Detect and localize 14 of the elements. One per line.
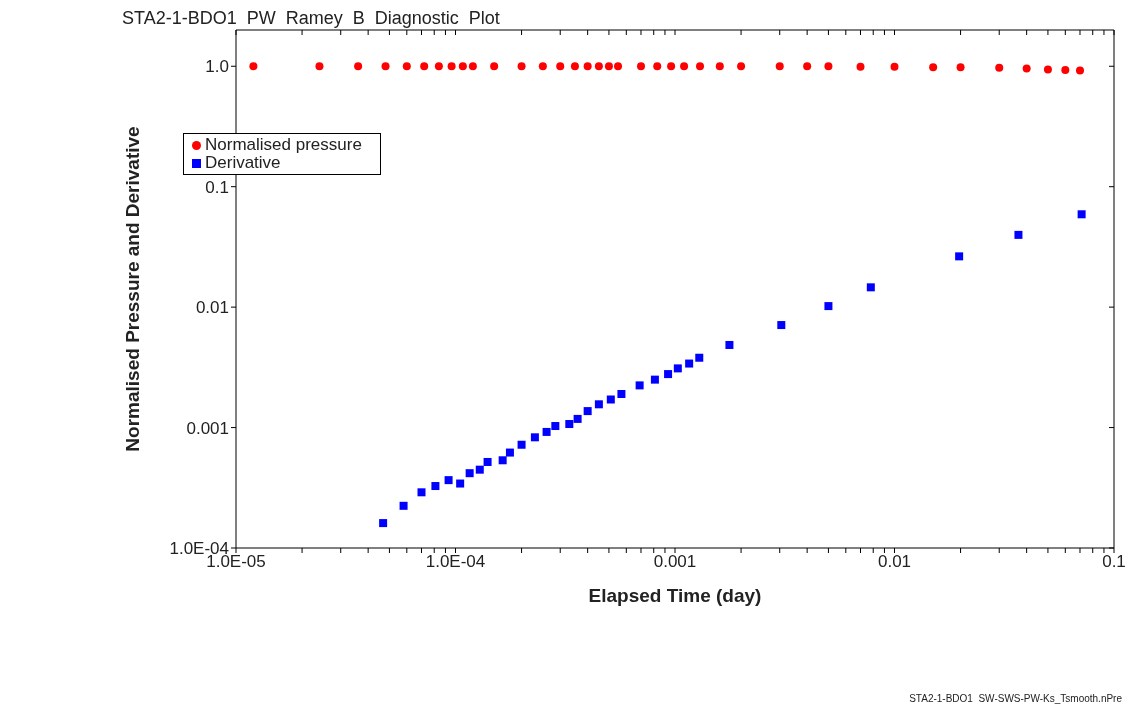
x-tick-label: 0.01 [877,552,912,572]
y-axis-title: Normalised Pressure and Derivative [121,126,143,452]
legend-label: Derivative [205,153,281,172]
chart-title: STA2-1-BDO1 PW Ramey B Diagnostic Plot [122,8,500,29]
y-tick-label: 0.01 [195,298,229,318]
legend-label: Normalised pressure [205,135,362,154]
y-tick-label: 1.0 [205,57,229,77]
x-tick-label: 1.0E-04 [425,552,486,572]
x-tick-label: 0.001 [653,552,697,572]
x-tick-label: 0.1 [1102,552,1126,572]
x-axis-title: Elapsed Time (day) [588,585,762,606]
y-tick-label: 0.001 [186,418,229,438]
text: STA2-1-BDO1 SW-SWS-PW-Ks_Tsmooth.nPre [909,693,1122,704]
y-tick-label: 0.1 [205,177,229,197]
